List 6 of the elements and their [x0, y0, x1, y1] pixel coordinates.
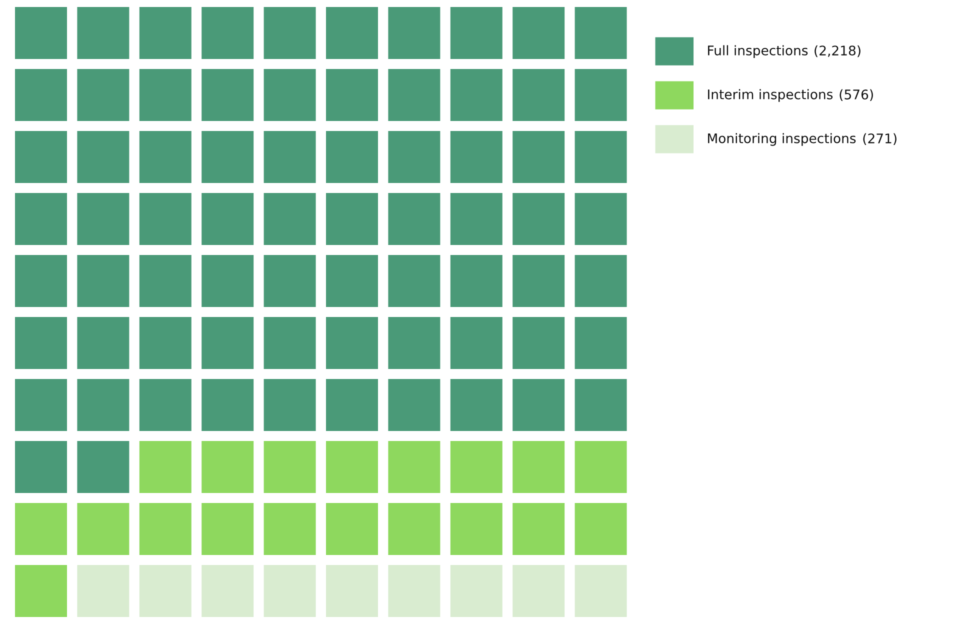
data-label: (576): [840, 89, 873, 102]
data-label: (2,218): [814, 45, 860, 58]
legend-label: Interim inspections: [708, 89, 833, 102]
legend-label: Monitoring inspections: [708, 133, 856, 146]
legend-label: Full inspections: [708, 45, 808, 58]
data-label: (271): [863, 133, 896, 145]
